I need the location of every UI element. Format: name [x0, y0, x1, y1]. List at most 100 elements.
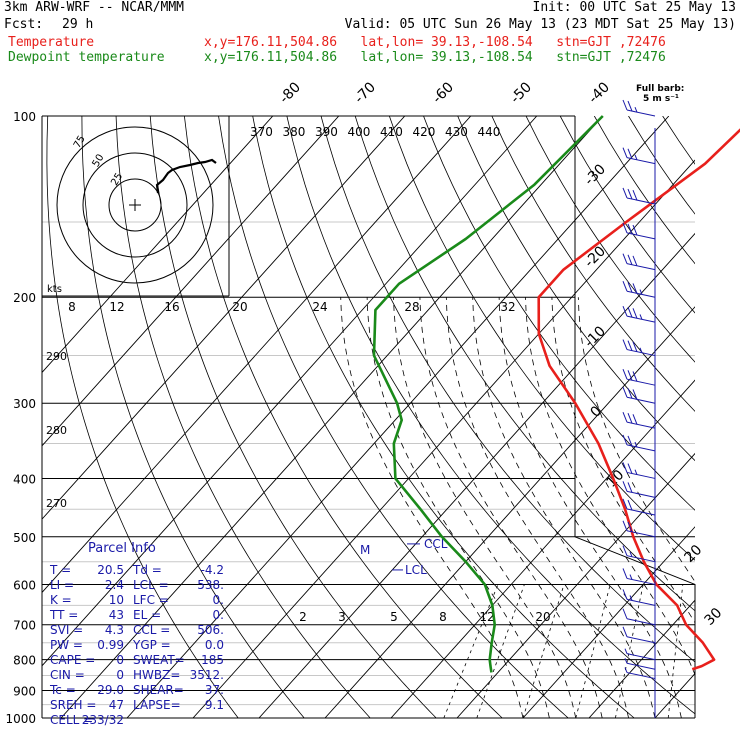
wind-barb-flag — [632, 389, 638, 400]
mixing-ratio-label: 3 — [338, 610, 346, 624]
moist-adiabat — [472, 297, 656, 718]
mixing-ratio-label: 8 — [439, 610, 447, 624]
mixing-ratio-line — [476, 584, 525, 718]
wind-barb-staff — [626, 263, 656, 271]
parcel-info-value: 506. — [197, 623, 224, 637]
wind-barb-flag — [622, 339, 628, 350]
isotherm-label: -60 — [430, 79, 457, 106]
dry-adiabat — [252, 116, 635, 718]
isotherm — [42, 116, 274, 374]
wind-barb-flag — [627, 254, 633, 265]
hodograph-ring — [82, 152, 188, 258]
pressure-tick-label: 500 — [13, 531, 36, 545]
dry-adiabat — [183, 116, 503, 718]
mixing-ratio-line — [443, 584, 499, 718]
hodograph-ring — [108, 178, 162, 232]
isotherm — [522, 526, 695, 718]
mixing-ratio-label: 32 — [500, 300, 515, 314]
wind-barb-staff — [626, 109, 656, 117]
wind-barb — [622, 434, 656, 452]
pressure-tick-label: 100 — [13, 110, 36, 124]
wind-barb — [622, 589, 656, 606]
barb-key-title: Full barb: — [636, 84, 685, 94]
wind-barb-flag — [622, 568, 628, 579]
wind-barb-flag — [627, 100, 633, 112]
isotherm-label: -40 — [586, 79, 613, 106]
wind-barb-flag — [632, 414, 638, 425]
moist-adiabat — [419, 297, 603, 718]
mixing-ratio-label: 12 — [109, 300, 124, 314]
isotherm — [456, 452, 695, 718]
legend-dewpoint: Dewpoint temperature — [8, 50, 165, 65]
wind-barb — [622, 147, 656, 165]
dewpoint-temperature-profile — [372, 115, 604, 673]
wind-barb — [622, 222, 656, 240]
dry-adiabat — [731, 116, 740, 718]
hodograph-ring — [56, 126, 214, 284]
moist-adiabat — [340, 297, 524, 718]
wind-barb-flag — [622, 434, 628, 446]
parcel-info-label: HWBZ= — [133, 668, 180, 682]
dry-adiabat — [81, 116, 305, 718]
wind-barb-staff — [626, 662, 656, 670]
parcel-info-label: Tc = — [49, 683, 76, 697]
dry-adiabat — [286, 116, 695, 715]
theta-e-label: 370 — [250, 125, 273, 139]
pressure-tick-label: 1000 — [5, 712, 36, 726]
parcel-info-label: LFC = — [133, 593, 169, 607]
legend-temperature: Temperature — [8, 35, 95, 50]
wind-barb-staff — [626, 672, 656, 680]
wind-barb — [624, 667, 656, 680]
wind-barb-flag — [622, 147, 628, 158]
parcel-info-value: 0 — [116, 668, 124, 682]
parcel-info-value: 20.5 — [97, 563, 124, 577]
pressure-tick-label: 300 — [13, 397, 36, 411]
parcel-info-value: -4.2 — [201, 563, 224, 577]
mixing-ratio-line — [522, 584, 565, 718]
valid-time: Valid: 05 UTC Sun 26 May 13 (23 MDT Sat … — [344, 17, 736, 32]
parcel-info-value: 233/32 — [82, 713, 124, 727]
hodograph-units-label: kts — [47, 284, 62, 295]
wind-barb-flag — [622, 281, 628, 292]
isotherm-label: -80 — [277, 79, 304, 106]
wind-barb-flag — [634, 154, 638, 161]
wind-barb-flag — [627, 340, 633, 351]
theta-e-label: 410 — [380, 125, 403, 139]
wind-barb-flag — [622, 498, 628, 510]
mixing-ratio-label: 20 — [232, 300, 247, 314]
forecast-hour: 29 h — [62, 17, 94, 32]
parcel-info-value: 3512. — [190, 668, 224, 682]
dry-adiabat — [115, 116, 371, 718]
moist-adiabat — [577, 297, 695, 583]
wind-barb — [624, 658, 656, 670]
wind-barb-flag — [627, 482, 633, 493]
wind-barb-flag — [627, 435, 633, 447]
dry-adiabat — [662, 116, 695, 165]
parcel-info-value: 538. — [197, 578, 224, 592]
temperature-profile — [537, 128, 740, 671]
parcel-info-value: 29.0 — [97, 683, 124, 697]
dry-adiabat — [697, 116, 740, 718]
isotherm — [42, 116, 538, 667]
parcel-info-value: 43 — [109, 608, 124, 622]
wind-barb-staff — [626, 421, 656, 429]
wind-barb-flag — [632, 283, 638, 294]
moist-adiabat — [366, 297, 550, 718]
wind-barb-flag — [632, 255, 638, 267]
wind-barb-flag — [622, 411, 628, 423]
parcel-info-label: K = — [50, 593, 72, 607]
wind-barb-flag — [622, 222, 628, 234]
parcel-info-value: 0. — [213, 608, 224, 622]
parcel-info-label: T = — [49, 563, 71, 577]
lower-right-boundary — [574, 536, 696, 718]
dry-adiabat — [46, 116, 239, 718]
isotherm-label: -20 — [582, 243, 609, 270]
wind-barb-flag — [627, 463, 633, 474]
dry-adiabat — [354, 116, 695, 612]
mixing-ratio-label: 8 — [68, 300, 76, 314]
dry-adiabat — [491, 116, 695, 412]
wind-barb-staff — [626, 636, 656, 644]
theta-label: 280 — [46, 424, 67, 437]
mixing-ratio-line — [575, 584, 611, 718]
